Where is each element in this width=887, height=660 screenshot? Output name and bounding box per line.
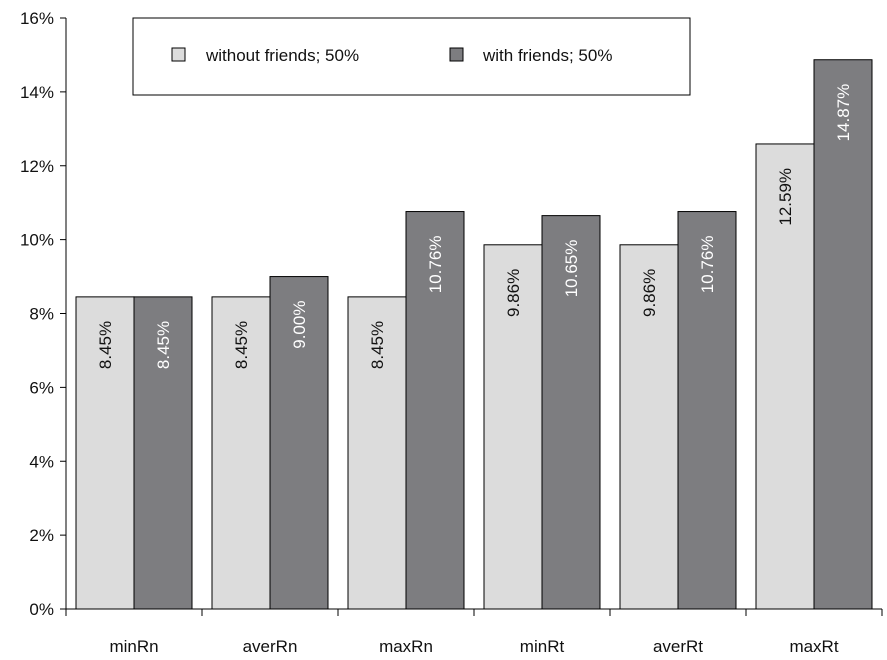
legend-swatch-with-friends [449,47,464,62]
data-label-maxRn-series-1: 8.45% [368,321,387,369]
bar-maxRn-series-2 [405,211,465,610]
y-tick-label: 14% [20,83,54,102]
data-label-maxRt-series-1: 12.59% [776,168,795,226]
data-label-maxRt-series-2: 14.87% [834,84,853,142]
bar-maxRn-series-1 [347,296,407,610]
bar-averRt-series-2 [677,211,737,610]
y-tick-label: 12% [20,157,54,176]
legend-label-without-friends: without friends; 50% [205,46,359,65]
legend-frame [132,17,691,96]
data-label-averRn-series-1: 8.45% [232,321,251,369]
x-category-label: maxRn [379,637,433,656]
bar-maxRt-series-2 [813,59,873,610]
y-tick-label: 2% [29,526,54,545]
y-tick-label: 0% [29,600,54,619]
y-tick-label: 4% [29,452,54,471]
data-label-minRt-series-2: 10.65% [562,240,581,298]
y-axis: 0% 2% 4% 6% 8% 10% 12% 14% 16% [20,9,67,619]
data-label-minRn-series-2: 8.45% [154,321,173,369]
bar-minRn-series-1 [75,296,135,610]
legend: without friends; 50% with friends; 50% [132,17,691,96]
y-tick-label: 10% [20,231,54,250]
bar-minRt-series-2 [541,215,601,610]
bar-averRn-series-2 [269,276,329,610]
y-tick-label: 6% [29,378,54,397]
data-label-averRn-series-2: 9.00% [290,301,309,349]
data-labels-group: 8.45% 8.45% 8.45% 9.00% 8.45% 10.76% 9.86% 10.6… [96,84,853,369]
legend-label-with-friends: with friends; 50% [482,46,612,65]
data-label-maxRn-series-2: 10.76% [426,236,445,294]
legend-swatch-without-friends [171,47,186,62]
data-label-minRn-series-1: 8.45% [96,321,115,369]
x-category-label: minRn [109,637,158,656]
data-label-averRt-series-2: 10.76% [698,236,717,294]
x-category-label: minRt [520,637,565,656]
x-category-label: averRt [653,637,703,656]
bar-averRn-series-1 [211,296,271,610]
y-tick-label: 8% [29,305,54,324]
data-label-minRt-series-1: 9.86% [504,269,523,317]
x-category-label: averRn [243,637,298,656]
data-label-averRt-series-1: 9.86% [640,269,659,317]
y-tick-label: 16% [20,9,54,28]
bar-minRn-series-2 [133,296,193,610]
x-axis: minRn averRn maxRn minRt averRt maxRt [65,608,883,656]
bars-group [75,59,873,610]
x-category-label: maxRt [789,637,838,656]
